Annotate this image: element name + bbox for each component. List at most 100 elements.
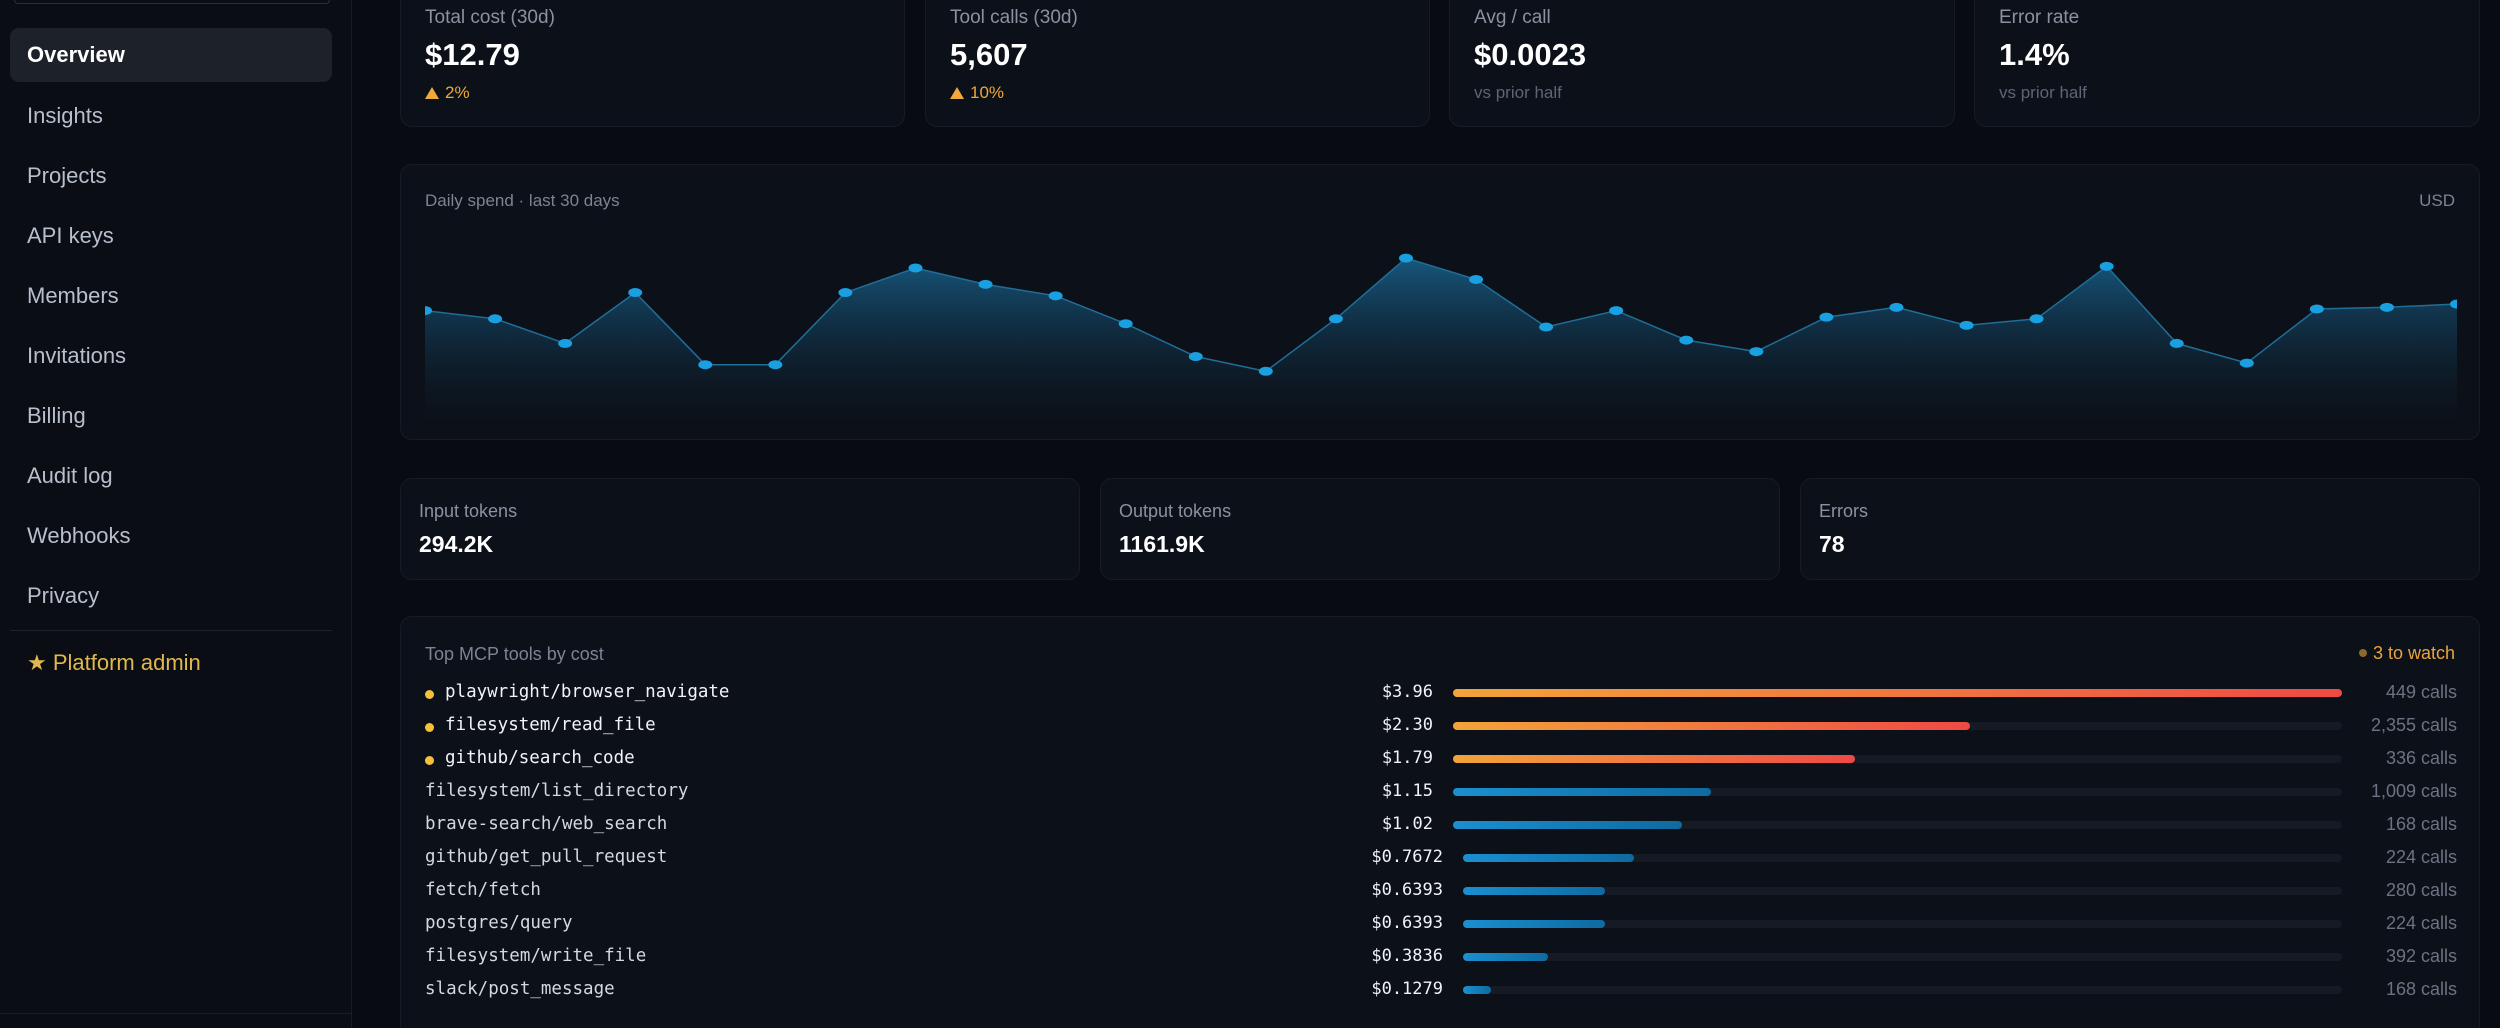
- sidebar-item-privacy[interactable]: Privacy: [27, 583, 100, 608]
- triangle-up-icon: [950, 87, 964, 99]
- spend-point[interactable]: [488, 314, 503, 324]
- kpi-value: $0.0023: [1474, 37, 1587, 72]
- spend-point[interactable]: [1749, 347, 1764, 357]
- spend-point[interactable]: [2379, 302, 2394, 312]
- errors-label: Errors: [1819, 501, 1868, 521]
- spend-point[interactable]: [1819, 312, 1834, 322]
- errors-card: Errors 78: [1800, 478, 2480, 580]
- sidebar-item-insights[interactable]: Insights: [27, 103, 103, 128]
- tool-name: slack/post_message: [425, 979, 615, 999]
- top-tools-card: Top MCP tools by cost 3 to watch playwri…: [400, 616, 2480, 1028]
- cost-bar-track: [1453, 821, 2342, 829]
- spend-point[interactable]: [2450, 299, 2457, 309]
- spend-point[interactable]: [1609, 306, 1624, 316]
- cost-bar-fill: [1463, 920, 1605, 928]
- tool-row[interactable]: filesystem/list_directory $1.15 1,009 call…: [425, 779, 2500, 812]
- sidebar: Overview Insights Projects API keys Memb…: [0, 0, 352, 1028]
- kpi-card-total-cost: Total cost (30d) $12.79 2%: [400, 0, 905, 127]
- spend-point[interactable]: [1889, 302, 1904, 312]
- tool-name: filesystem/list_directory: [425, 781, 689, 801]
- spend-point[interactable]: [838, 288, 853, 298]
- spend-point[interactable]: [1328, 314, 1343, 324]
- sidebar-item-audit-log[interactable]: Audit log: [27, 463, 113, 488]
- cost-bar-track: [1453, 788, 2342, 796]
- spend-point[interactable]: [1959, 320, 1974, 330]
- tool-cost: $2.30: [1381, 715, 1433, 735]
- spend-point[interactable]: [2309, 304, 2324, 314]
- kpi-trend: 2%: [425, 83, 470, 103]
- tool-row[interactable]: slack/post_message $0.1279 168 calls: [425, 977, 2500, 1010]
- tool-calls: 280 calls: [2385, 880, 2457, 900]
- tool-row[interactable]: github/get_pull_request $0.7672 224 calls: [425, 845, 2500, 878]
- sidebar-bottom-divider: [0, 1013, 352, 1014]
- sidebar-item-webhooks[interactable]: Webhooks: [27, 523, 131, 548]
- spend-point[interactable]: [1258, 366, 1273, 376]
- tool-row[interactable]: fetch/fetch $0.6393 280 calls: [425, 878, 2500, 911]
- tool-cost: $1.79: [1381, 748, 1433, 768]
- tool-cost: $0.1279: [1371, 979, 1443, 999]
- tool-calls: 224 calls: [2385, 913, 2457, 933]
- cost-bar-track: [1463, 887, 2342, 895]
- sidebar-item-members[interactable]: Members: [27, 283, 119, 308]
- kpi-subtext: vs prior half: [1474, 83, 1562, 102]
- spend-point[interactable]: [2169, 338, 2184, 348]
- sidebar-top-edge: [14, 0, 330, 4]
- cost-bar-fill: [1453, 755, 1855, 763]
- spend-line: [425, 257, 2457, 373]
- sidebar-item-projects[interactable]: Projects: [27, 163, 107, 188]
- tool-row[interactable]: postgres/query $0.6393 224 calls: [425, 911, 2500, 944]
- spend-point[interactable]: [1118, 319, 1133, 329]
- input-tokens-card: Input tokens 294.2K: [400, 478, 1080, 580]
- tool-cost: $0.6393: [1371, 880, 1443, 900]
- tool-row[interactable]: github/search_code $1.79 336 calls: [425, 746, 2500, 779]
- spend-point[interactable]: [1469, 274, 1484, 284]
- tool-name: github/search_code: [425, 748, 635, 768]
- tool-calls: 224 calls: [2385, 847, 2457, 867]
- sidebar-item-platform-admin[interactable]: ★ Platform admin: [27, 650, 201, 675]
- sidebar-item-billing[interactable]: Billing: [27, 403, 86, 428]
- spend-point[interactable]: [698, 360, 713, 370]
- tool-row[interactable]: playwright/browser_navigate $3.96 449 call…: [425, 680, 2500, 713]
- tool-calls: 1,009 calls: [2370, 781, 2457, 801]
- tool-name: postgres/query: [425, 913, 573, 933]
- spend-point[interactable]: [1048, 291, 1063, 301]
- spend-point[interactable]: [1188, 352, 1203, 362]
- chart-title: Daily spend · last 30 days: [425, 191, 620, 210]
- spend-point[interactable]: [2239, 358, 2254, 368]
- spend-point[interactable]: [768, 360, 783, 370]
- spend-point[interactable]: [2029, 314, 2044, 324]
- errors-value: 78: [1819, 531, 1845, 557]
- cost-bar-fill: [1463, 854, 1634, 862]
- tokens-label: Input tokens: [419, 501, 518, 521]
- spend-point[interactable]: [1679, 335, 1694, 345]
- tool-row[interactable]: filesystem/write_file $0.3836 392 calls: [425, 944, 2500, 977]
- chart-unit: USD: [2419, 191, 2455, 210]
- spend-point[interactable]: [908, 263, 923, 273]
- sidebar-item-overview[interactable]: Overview: [10, 28, 332, 82]
- spend-point[interactable]: [978, 279, 993, 289]
- spend-point[interactable]: [425, 306, 432, 316]
- kpi-card-error-rate: Error rate 1.4% vs prior half: [1974, 0, 2480, 127]
- tool-calls: 449 calls: [2385, 682, 2457, 702]
- spend-point[interactable]: [558, 338, 573, 348]
- spend-point[interactable]: [1398, 253, 1413, 263]
- watch-badge[interactable]: 3 to watch: [2358, 643, 2455, 664]
- cost-bar-fill: [1463, 887, 1605, 895]
- output-tokens-card: Output tokens 1161.9K: [1100, 478, 1780, 580]
- tool-row[interactable]: brave-search/web_search $1.02 168 calls: [425, 812, 2500, 845]
- cost-bar-fill: [1463, 953, 1549, 961]
- spend-point[interactable]: [628, 288, 643, 298]
- cost-bar-track: [1453, 722, 2342, 730]
- tool-cost: $1.02: [1381, 814, 1433, 834]
- tool-name: fetch/fetch: [425, 880, 541, 900]
- sidebar-item-invitations[interactable]: Invitations: [27, 343, 127, 368]
- tool-row[interactable]: filesystem/read_file $2.30 2,355 calls: [425, 713, 2500, 746]
- tool-name: brave-search/web_search: [425, 814, 668, 834]
- tokens-label: Output tokens: [1119, 501, 1232, 521]
- kpi-card-avg-call: Avg / call $0.0023 vs prior half: [1449, 0, 1955, 127]
- spend-point[interactable]: [2099, 261, 2114, 271]
- cost-bar-fill: [1463, 986, 1492, 994]
- sidebar-item-api-keys[interactable]: API keys: [27, 223, 114, 248]
- spend-point[interactable]: [1539, 322, 1554, 332]
- watch-dot-icon: [425, 723, 434, 732]
